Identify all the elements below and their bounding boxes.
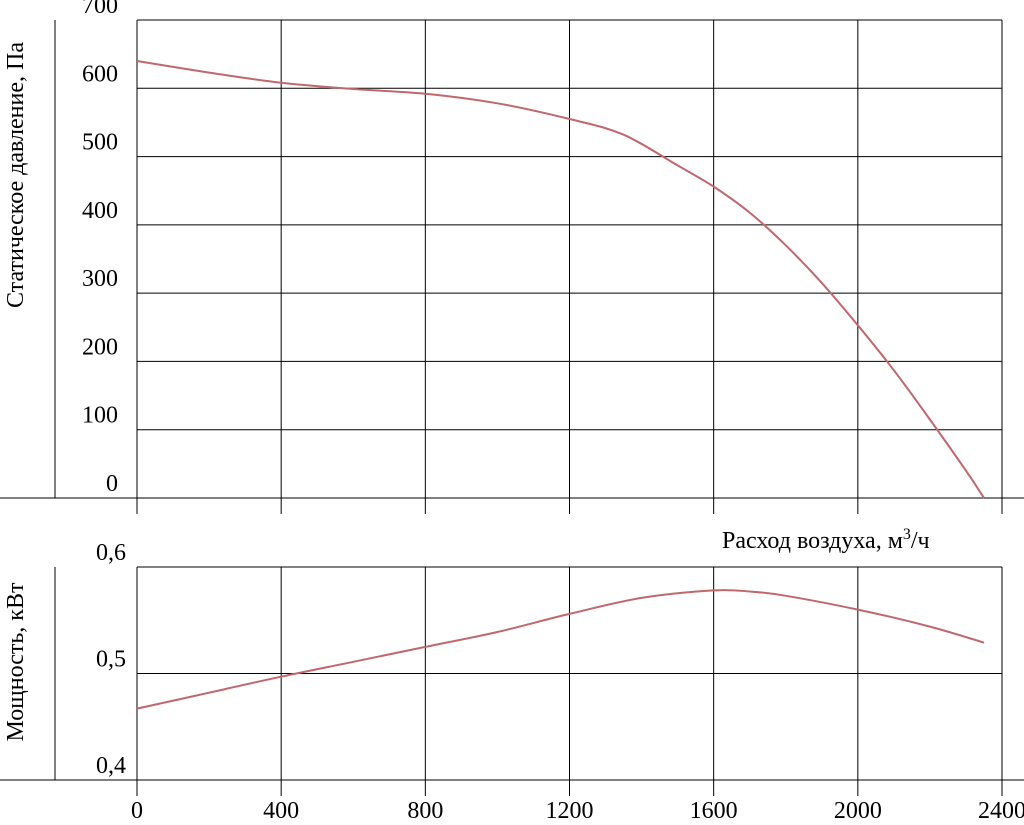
- pressure-curve: [136, 60, 985, 499]
- power-grid: [0, 566, 1024, 796]
- pressure-y-tick-label: 700: [82, 0, 118, 19]
- cubic-superscript: 3: [903, 526, 911, 543]
- pressure-chart: 0 100 200 300 400 500 600 700 Статическое давле…: [0, 0, 1024, 514]
- x-tick-label: 400: [263, 798, 299, 824]
- per-hour-unit: /ч: [911, 528, 930, 554]
- power-chart: 0,4 0,5 0,6 0 400 800 1200 1600 2000 2400 Мощнос…: [0, 540, 1024, 824]
- pressure-y-tick-label: 400: [82, 198, 118, 224]
- power-y-tick-label: 0,5: [96, 647, 126, 673]
- pressure-y-tick-label: 600: [82, 61, 118, 87]
- power-curve: [136, 589, 985, 710]
- pressure-y-tick-label: 100: [82, 403, 118, 429]
- pressure-y-tick-label: 0: [106, 471, 118, 497]
- x-tick-label: 0: [131, 798, 143, 824]
- power-y-ticks: 0,4 0,5 0,6: [96, 540, 126, 779]
- x-tick-label: 1600: [690, 798, 738, 824]
- x-tick-label: 2000: [834, 798, 882, 824]
- pressure-y-tick-label: 300: [82, 266, 118, 292]
- power-y-tick-label: 0,4: [96, 753, 126, 779]
- x-axis-label: Расход воздуха, м3/ч: [722, 526, 930, 554]
- pressure-y-axis-label: Статическое давление, Па: [3, 42, 29, 308]
- pressure-y-ticks: 0 100 200 300 400 500 600 700: [82, 0, 118, 497]
- pressure-y-tick-label: 200: [82, 334, 118, 360]
- x-tick-label: 2400: [978, 798, 1024, 824]
- x-tick-label: 1200: [546, 798, 594, 824]
- x-axis-ticks: 0 400 800 1200 1600 2000 2400: [131, 798, 1024, 824]
- power-y-tick-label: 0,6: [96, 540, 126, 566]
- pressure-grid: [0, 19, 1024, 514]
- power-y-axis-label: Мощность, кВт: [3, 582, 29, 741]
- pressure-y-tick-label: 500: [82, 130, 118, 156]
- x-tick-label: 800: [407, 798, 443, 824]
